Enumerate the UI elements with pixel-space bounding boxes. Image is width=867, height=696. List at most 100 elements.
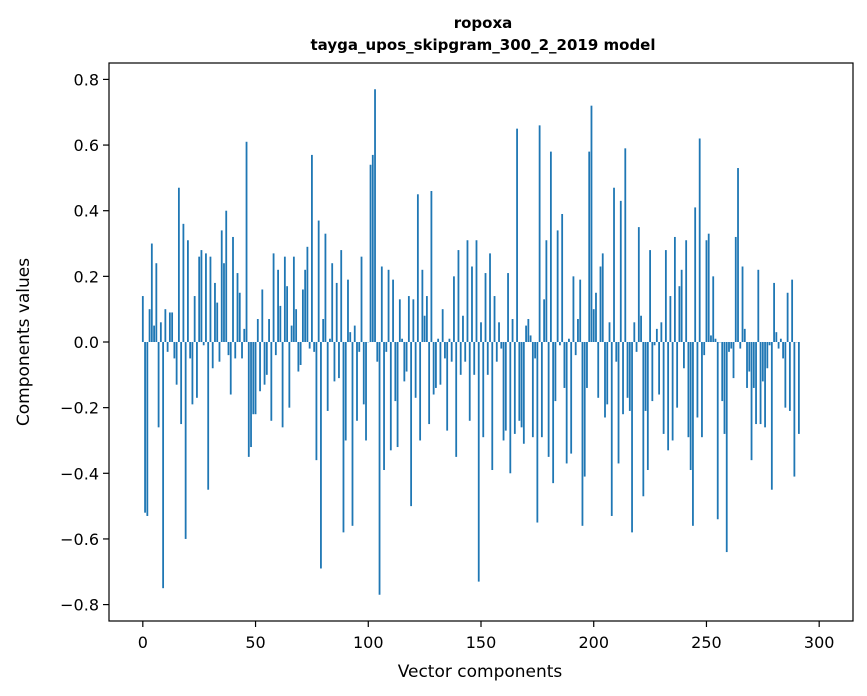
- bar: [491, 342, 494, 471]
- bar: [450, 342, 453, 362]
- bar: [356, 342, 358, 421]
- bar: [669, 296, 672, 342]
- bar: [403, 342, 406, 382]
- bar: [184, 342, 187, 539]
- bar: [577, 319, 579, 342]
- bar: [265, 342, 268, 375]
- bar: [385, 342, 388, 352]
- bar: [716, 342, 719, 520]
- bar: [223, 263, 225, 342]
- y-tick-label: −0.4: [60, 464, 99, 483]
- bar: [779, 338, 782, 342]
- x-tick-label: 200: [578, 633, 609, 652]
- bar: [301, 289, 304, 342]
- bar: [473, 342, 476, 375]
- bar: [295, 309, 298, 342]
- y-tick-label: 0.6: [74, 136, 99, 155]
- bar: [721, 342, 724, 402]
- bar: [734, 236, 737, 342]
- bar: [232, 236, 234, 342]
- bar: [547, 342, 550, 457]
- y-axis-ticks: −0.8 −0.6 −0.4 −0.2 0.0 0.2 0.4 0.6 0.8: [60, 70, 109, 615]
- bar: [493, 296, 496, 342]
- bar: [518, 342, 521, 421]
- bar: [247, 342, 250, 457]
- bar: [211, 342, 214, 369]
- bar: [218, 342, 221, 362]
- bar: [146, 342, 149, 516]
- bar: [376, 342, 379, 362]
- bar: [471, 266, 473, 342]
- plot-area-frame: [108, 62, 854, 622]
- bar: [786, 292, 789, 342]
- bar: [374, 89, 376, 342]
- bar: [281, 342, 284, 428]
- bar: [667, 342, 670, 451]
- x-tick-label: 300: [804, 633, 835, 652]
- bar: [655, 328, 658, 342]
- bar: [187, 240, 189, 342]
- bar: [527, 319, 530, 342]
- bar: [649, 250, 651, 342]
- chart-subtitle: tayga_upos_skipgram_300_2_2019 model: [311, 36, 656, 54]
- bar: [712, 276, 715, 342]
- bar: [371, 154, 374, 342]
- bar: [755, 342, 757, 425]
- bar: [696, 342, 699, 418]
- bar: [236, 273, 239, 342]
- bar: [428, 342, 431, 425]
- bar: [288, 342, 291, 408]
- bar: [676, 342, 679, 408]
- bar: [590, 105, 593, 342]
- bar: [522, 342, 525, 444]
- bar: [513, 342, 516, 434]
- bar: [732, 342, 735, 379]
- bar: [606, 342, 609, 405]
- bar: [595, 292, 597, 342]
- bar: [543, 299, 546, 342]
- bar: [660, 322, 663, 342]
- bar: [407, 296, 410, 342]
- y-tick-label: 0.0: [74, 333, 99, 352]
- bar: [770, 342, 773, 490]
- bar: [633, 322, 636, 342]
- bar: [568, 338, 570, 342]
- bar: [439, 342, 442, 385]
- bar: [477, 342, 480, 582]
- bar: [509, 342, 512, 474]
- bar: [561, 213, 564, 342]
- bar: [378, 342, 381, 595]
- bar: [432, 342, 435, 395]
- bar: [552, 342, 555, 484]
- bar: [723, 342, 726, 434]
- y-tick-label: −0.8: [60, 596, 99, 615]
- bar: [613, 187, 615, 342]
- bar: [423, 315, 426, 342]
- bar: [640, 315, 642, 342]
- bar: [608, 322, 611, 342]
- bar: [209, 256, 212, 342]
- bar: [597, 342, 600, 398]
- bar: [389, 342, 392, 451]
- bar: [214, 282, 216, 342]
- bar: [764, 342, 766, 428]
- bar: [175, 342, 178, 385]
- bar: [274, 342, 277, 356]
- bar: [153, 325, 155, 342]
- bar: [455, 342, 458, 457]
- bar: [162, 342, 165, 589]
- bar: [619, 200, 622, 342]
- bar: [216, 302, 219, 342]
- bar: [680, 269, 683, 342]
- bar: [338, 342, 340, 379]
- bar: [457, 250, 460, 342]
- bar: [398, 299, 401, 342]
- bar: [538, 125, 541, 342]
- bar: [626, 342, 629, 398]
- bar: [759, 342, 762, 425]
- bar: [299, 342, 302, 365]
- bar: [207, 342, 210, 490]
- bar: [270, 342, 273, 421]
- bar: [311, 154, 313, 342]
- bar: [486, 342, 489, 375]
